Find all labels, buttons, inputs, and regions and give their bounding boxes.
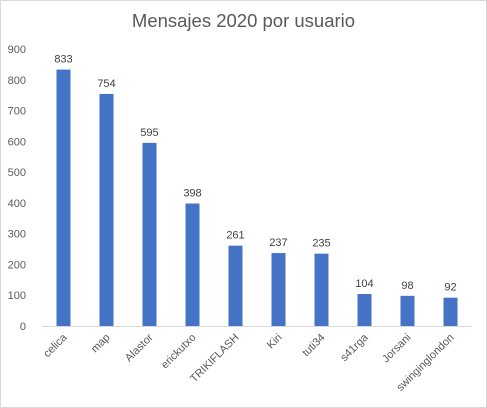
y-tick-label: 800 [8, 75, 26, 87]
data-label: 104 [355, 278, 373, 290]
x-tick-label: Jorsani [380, 332, 414, 366]
x-tick-label: tuti34 [300, 332, 328, 360]
bar [400, 295, 415, 326]
data-label: 235 [312, 238, 330, 250]
x-tick-label: celica [41, 331, 70, 360]
bar [357, 293, 372, 326]
x-tick-label: Kiri [265, 332, 285, 352]
x-tick-label: erickutxo [159, 332, 199, 372]
data-label: 98 [401, 280, 413, 292]
y-tick-label: 900 [8, 44, 26, 56]
x-tick-label: s41rga [338, 331, 371, 364]
x-tick-label: map [89, 332, 113, 356]
bar [271, 253, 286, 326]
bars [56, 69, 458, 327]
bar [443, 297, 458, 326]
y-tick-label: 700 [8, 106, 26, 118]
data-label: 754 [97, 78, 115, 90]
data-labels: 833 754 595 398 261 237 235 104 98 92 [54, 54, 456, 294]
bar [228, 245, 243, 326]
y-axis: 0 100 200 300 400 500 600 700 800 900 [8, 44, 26, 333]
bar [142, 142, 157, 326]
y-tick-label: 0 [20, 321, 26, 333]
x-tick-label: Alastor [123, 331, 156, 364]
data-label: 398 [183, 188, 201, 200]
data-label: 92 [444, 282, 456, 294]
y-tick-label: 300 [8, 229, 26, 241]
chart-title: Mensajes 2020 por usuario [131, 10, 356, 31]
data-label: 237 [269, 237, 287, 249]
bar [314, 253, 329, 326]
y-tick-label: 500 [8, 167, 26, 179]
y-tick-label: 100 [8, 290, 26, 302]
y-tick-label: 400 [8, 198, 26, 210]
data-label: 833 [54, 54, 72, 66]
y-tick-label: 200 [8, 259, 26, 271]
bar [56, 69, 71, 327]
data-label: 595 [140, 127, 158, 139]
bar [99, 93, 114, 327]
data-label: 261 [226, 230, 244, 242]
y-tick-label: 600 [8, 136, 26, 148]
bar [185, 203, 200, 326]
